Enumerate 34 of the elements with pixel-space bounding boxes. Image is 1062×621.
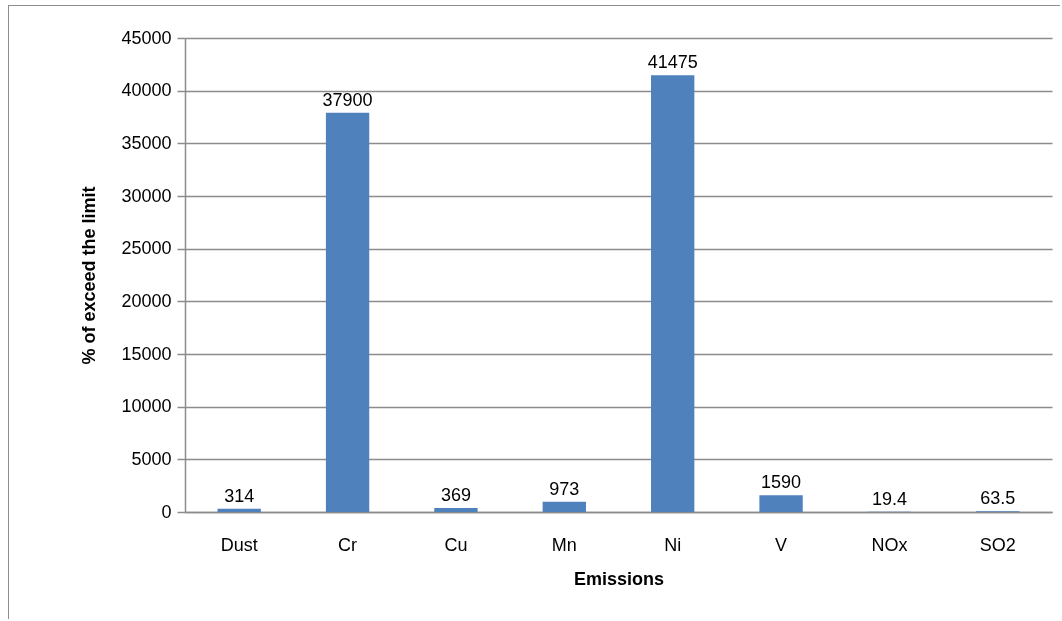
data-label: 19.4 [871, 488, 907, 509]
x-tick-label: NOx [871, 534, 908, 555]
y-tick-label: 40000 [121, 80, 172, 101]
data-label: 63.5 [980, 488, 1016, 509]
y-tick-label: 25000 [121, 238, 172, 259]
y-tick-label: 15000 [121, 343, 172, 364]
x-tick-label: Mn [551, 534, 577, 555]
y-tick-label: 35000 [121, 132, 172, 153]
bar [759, 495, 803, 512]
x-tick-label: Ni [664, 534, 682, 555]
bar [325, 112, 370, 512]
y-tick-label: 45000 [121, 27, 172, 48]
x-tick-label: V [775, 534, 788, 555]
data-label: 314 [224, 485, 255, 506]
y-tick-label: 0 [161, 501, 172, 522]
y-tick-label: 30000 [121, 185, 172, 206]
data-label: 1590 [761, 472, 802, 493]
data-label: 973 [549, 478, 580, 499]
bar [542, 501, 586, 512]
y-tick-label: 5000 [131, 448, 172, 469]
x-axis-title: Emissions [573, 568, 665, 589]
y-axis-title: % of exceed the limit [79, 186, 100, 365]
bar [217, 508, 261, 512]
data-label: 41475 [647, 52, 698, 73]
x-tick-label: Cu [444, 534, 468, 555]
x-tick-label: Dust [220, 534, 258, 555]
y-tick-label: 20000 [121, 290, 172, 311]
y-tick-label: 10000 [121, 396, 172, 417]
data-label: 369 [440, 485, 471, 506]
bar [434, 508, 478, 512]
x-tick-label: SO2 [979, 534, 1016, 555]
bar [651, 75, 695, 512]
data-label: 37900 [322, 89, 373, 110]
x-tick-label: Cr [338, 534, 358, 555]
